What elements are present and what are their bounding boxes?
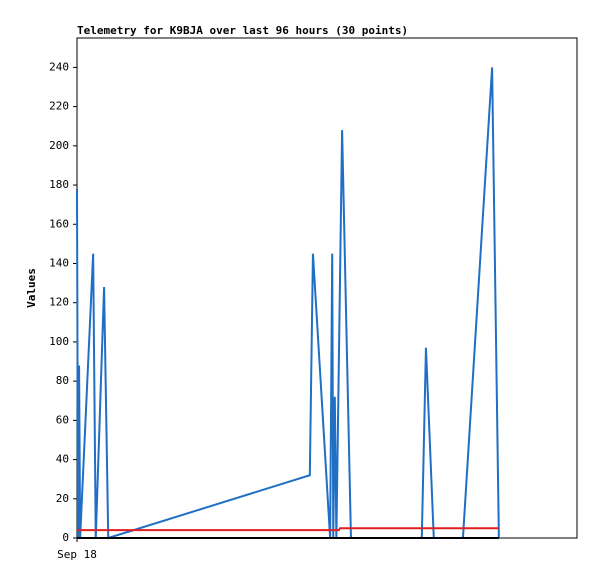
y-axis-label: Values — [25, 268, 38, 308]
y-tick-label: 60 — [56, 413, 69, 426]
plot-frame — [76, 37, 578, 539]
chart-title: Telemetry for K9BJA over last 96 hours (… — [77, 24, 408, 37]
y-tick-label: 100 — [49, 335, 69, 348]
y-tick-label: 40 — [56, 453, 69, 466]
y-tick-label: 0 — [62, 531, 69, 544]
y-tick-label: 80 — [56, 374, 69, 387]
x-tick-label: Sep 18 — [57, 548, 97, 561]
y-tick-label: 220 — [49, 100, 69, 113]
y-tick-label: 240 — [49, 60, 69, 73]
y-tick-label: 180 — [49, 178, 69, 191]
y-tick-label: 200 — [49, 139, 69, 152]
series-line — [77, 527, 499, 532]
y-tick-label: 20 — [56, 492, 69, 505]
y-tick-label: 120 — [49, 296, 69, 309]
y-tick-label: 160 — [49, 217, 69, 230]
y-tick-label: 140 — [49, 256, 69, 269]
series-line — [76, 67, 500, 540]
